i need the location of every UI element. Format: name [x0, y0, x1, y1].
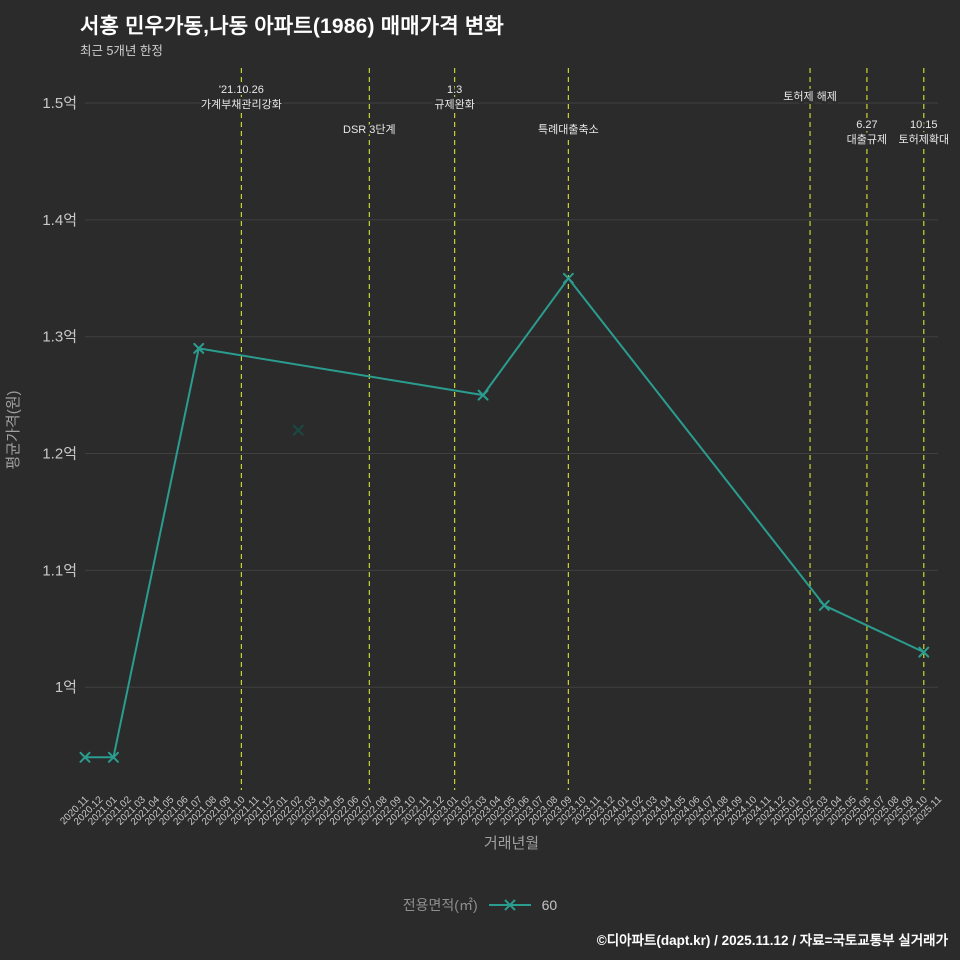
data-point-marker-icon [562, 272, 574, 284]
y-tick-label: 1.2억 [42, 446, 77, 463]
y-tick-label: 1.1억 [42, 562, 77, 579]
data-point-marker-icon [79, 751, 91, 763]
event-annotation-label: 토허제 해제 [783, 89, 837, 103]
data-point-marker-icon [477, 389, 489, 401]
legend-series-marker-icon[interactable] [487, 898, 533, 912]
event-annotation-label: '21.10.26 [219, 84, 264, 96]
event-annotation-label: 특례대출축소 [538, 123, 599, 136]
event-annotation-label: 규제완화 [434, 98, 474, 111]
footer-credit: ©디아파트(dapt.kr) / 2025.11.12 / 자료=국토교통부 실… [596, 933, 948, 948]
data-point-marker-icon [818, 599, 830, 611]
data-point-marker-icon [107, 751, 119, 763]
y-tick-label: 1.4억 [42, 212, 77, 229]
y-axis-title: 평균가격(원) [5, 391, 22, 470]
legend-series-value[interactable]: 60 [541, 897, 558, 913]
event-annotation-label: 대출규제 [847, 133, 887, 146]
chart-subtitle: 최근 5개년 한정 [80, 44, 163, 58]
legend-area-label: 전용면적(㎡) [402, 897, 478, 913]
data-point-marker-icon [193, 342, 205, 354]
y-tick-label: 1억 [55, 679, 77, 696]
x-axis-title: 거래년월 [484, 835, 539, 852]
isolated-point-marker-icon [292, 424, 304, 436]
event-annotation-label: 1.3 [447, 84, 462, 96]
event-annotation-label: 토허제확대 [898, 133, 949, 146]
y-tick-label: 1.3억 [42, 329, 77, 346]
event-annotation-label: 6.27 [856, 119, 877, 131]
chart-legend[interactable]: 전용면적(㎡) 60 [0, 895, 960, 915]
data-point-marker-icon [918, 646, 930, 658]
event-annotation-label: DSR 3단계 [343, 123, 396, 136]
event-annotation-label: 가계부채관리강화 [201, 98, 282, 111]
price-line [85, 277, 925, 759]
y-tick-label: 1.5억 [42, 95, 77, 112]
chart-title: 서홍 민우가동,나동 아파트(1986) 매매가격 변화 [80, 15, 504, 38]
event-annotation-label: 10.15 [910, 119, 938, 131]
